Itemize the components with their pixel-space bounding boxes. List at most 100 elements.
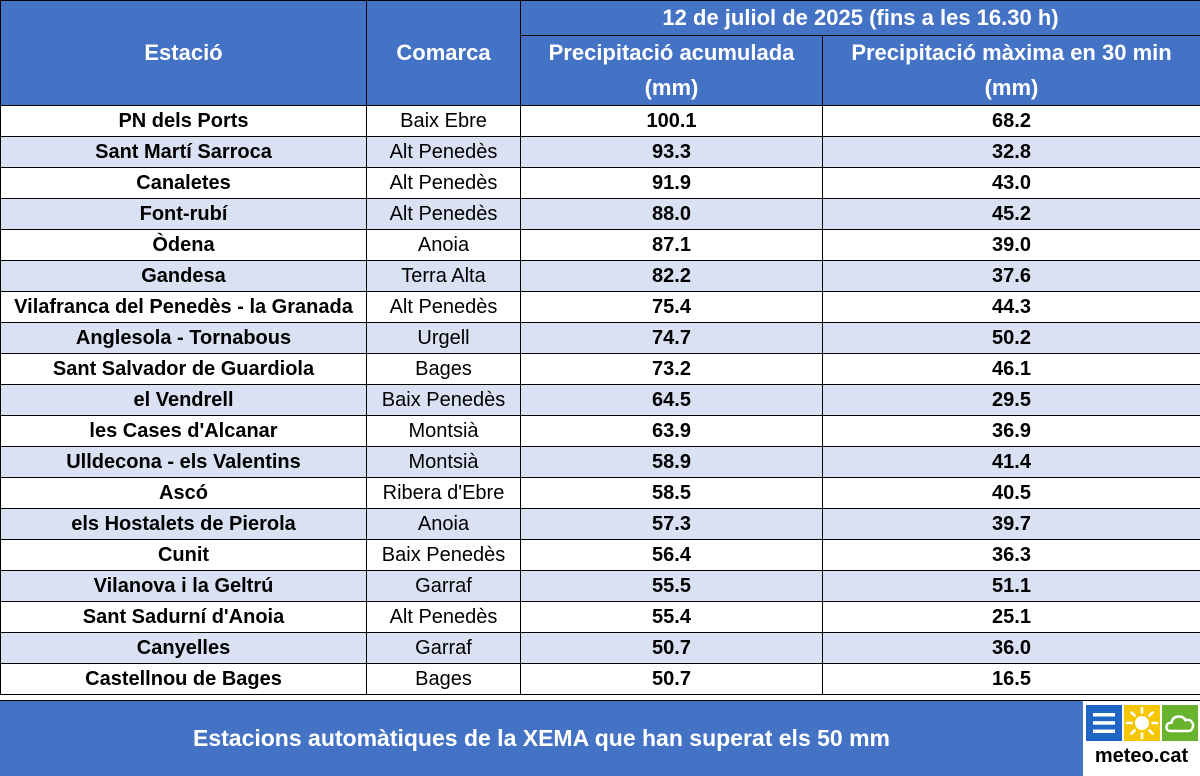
max30-cell: 25.1: [823, 602, 1200, 633]
max30-cell: 43.0: [823, 168, 1200, 199]
max30-cell: 46.1: [823, 354, 1200, 385]
region-cell: Garraf: [367, 633, 521, 664]
region-cell: Bages: [367, 664, 521, 695]
precipitation-table: Estació Comarca 12 de juliol de 2025 (fi…: [0, 0, 1200, 695]
accumulated-cell: 82.2: [521, 261, 823, 292]
max30-cell: 29.5: [823, 385, 1200, 416]
max30-cell: 44.3: [823, 292, 1200, 323]
station-cell: Cunit: [1, 540, 367, 571]
column-header-max30-unit: (mm): [823, 70, 1200, 106]
region-cell: Bages: [367, 354, 521, 385]
region-cell: Alt Penedès: [367, 199, 521, 230]
region-cell: Anoia: [367, 230, 521, 261]
accumulated-cell: 55.4: [521, 602, 823, 633]
accumulated-cell: 56.4: [521, 540, 823, 571]
region-cell: Garraf: [367, 571, 521, 602]
max30-cell: 16.5: [823, 664, 1200, 695]
station-cell: Castellnou de Bages: [1, 664, 367, 695]
accumulated-cell: 93.3: [521, 137, 823, 168]
station-cell: Canaletes: [1, 168, 367, 199]
accumulated-cell: 100.1: [521, 106, 823, 137]
accumulated-cell: 91.9: [521, 168, 823, 199]
max30-cell: 32.8: [823, 137, 1200, 168]
station-cell: Ascó: [1, 478, 367, 509]
accumulated-cell: 63.9: [521, 416, 823, 447]
station-cell: Sant Salvador de Guardiola: [1, 354, 367, 385]
footer-banner: Estacions automàtiques de la XEMA que ha…: [0, 700, 1083, 776]
accumulated-cell: 58.9: [521, 447, 823, 478]
station-cell: Canyelles: [1, 633, 367, 664]
region-cell: Alt Penedès: [367, 292, 521, 323]
station-cell: el Vendrell: [1, 385, 367, 416]
station-cell: Òdena: [1, 230, 367, 261]
table-header: Estació Comarca 12 de juliol de 2025 (fi…: [1, 1, 1200, 106]
region-cell: Montsià: [367, 416, 521, 447]
max30-cell: 50.2: [823, 323, 1200, 354]
max30-cell: 39.7: [823, 509, 1200, 540]
column-header-accumulated-unit: (mm): [521, 70, 823, 106]
accumulated-cell: 58.5: [521, 478, 823, 509]
column-header-accumulated: Precipitació acumulada: [521, 36, 823, 71]
accumulated-cell: 73.2: [521, 354, 823, 385]
station-cell: Sant Martí Sarroca: [1, 137, 367, 168]
station-cell: els Hostalets de Pierola: [1, 509, 367, 540]
station-cell: Vilafranca del Penedès - la Granada: [1, 292, 367, 323]
meteocat-logo: meteo.cat: [1083, 700, 1200, 775]
station-cell: Gandesa: [1, 261, 367, 292]
region-cell: Baix Penedès: [367, 540, 521, 571]
max30-cell: 40.5: [823, 478, 1200, 509]
cloud-icon: [1162, 705, 1198, 741]
max30-cell: 68.2: [823, 106, 1200, 137]
accumulated-cell: 64.5: [521, 385, 823, 416]
accumulated-cell: 75.4: [521, 292, 823, 323]
max30-cell: 51.1: [823, 571, 1200, 602]
region-cell: Anoia: [367, 509, 521, 540]
footer-caption: Estacions automàtiques de la XEMA que ha…: [193, 725, 890, 752]
date-header: 12 de juliol de 2025 (fins a les 16.30 h…: [521, 1, 1200, 36]
accumulated-cell: 74.7: [521, 323, 823, 354]
station-cell: Anglesola - Tornabous: [1, 323, 367, 354]
region-cell: Alt Penedès: [367, 137, 521, 168]
accumulated-cell: 57.3: [521, 509, 823, 540]
menu-lines-icon: [1086, 705, 1122, 741]
logo-wordmark: meteo.cat: [1083, 745, 1200, 768]
accumulated-cell: 88.0: [521, 199, 823, 230]
accumulated-cell: 55.5: [521, 571, 823, 602]
region-cell: Terra Alta: [367, 261, 521, 292]
max30-cell: 45.2: [823, 199, 1200, 230]
region-cell: Montsià: [367, 447, 521, 478]
accumulated-cell: 50.7: [521, 664, 823, 695]
column-header-station: Estació: [1, 1, 367, 106]
station-cell: les Cases d'Alcanar: [1, 416, 367, 447]
region-cell: Urgell: [367, 323, 521, 354]
max30-cell: 36.0: [823, 633, 1200, 664]
station-cell: Ulldecona - els Valentins: [1, 447, 367, 478]
max30-cell: 41.4: [823, 447, 1200, 478]
region-cell: Baix Ebre: [367, 106, 521, 137]
station-cell: Sant Sadurní d'Anoia: [1, 602, 367, 633]
accumulated-cell: 87.1: [521, 230, 823, 261]
region-cell: Alt Penedès: [367, 168, 521, 199]
region-cell: Baix Penedès: [367, 385, 521, 416]
station-cell: Vilanova i la Geltrú: [1, 571, 367, 602]
station-cell: PN dels Ports: [1, 106, 367, 137]
